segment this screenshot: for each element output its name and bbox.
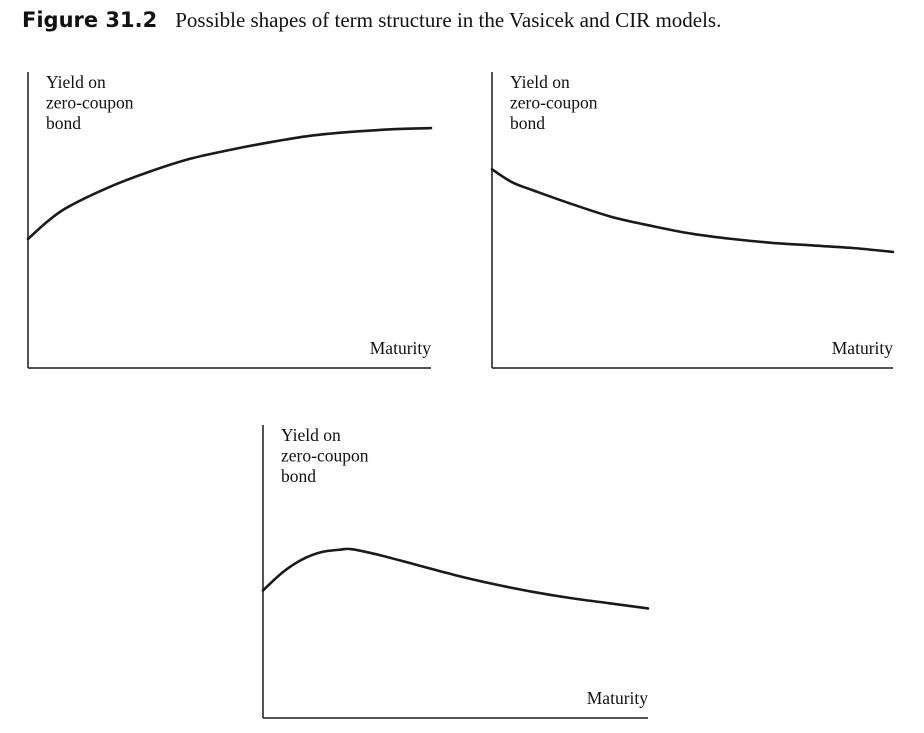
x-axis-label: Maturity	[370, 338, 431, 358]
y-axis-label-line-3: bond	[46, 113, 81, 133]
yield-curve-line	[261, 547, 650, 610]
chart-panel-decreasing: Yield on zero-coupon bond Maturity	[490, 72, 895, 369]
figure-title: Possible shapes of term structure in the…	[175, 8, 722, 32]
y-axis-label-line-3: bond	[281, 466, 316, 486]
yield-curve-line	[26, 126, 433, 241]
y-axis-label-line-1: Yield on	[510, 72, 570, 92]
x-axis-label: Maturity	[832, 338, 893, 358]
figure-label: Figure 31.2	[22, 8, 158, 32]
y-axis-label-line-3: bond	[510, 113, 545, 133]
figure-caption: Figure 31.2 Possible shapes of term struc…	[22, 8, 721, 33]
x-axis-label: Maturity	[587, 688, 648, 708]
y-axis-label-line-1: Yield on	[281, 425, 341, 445]
yield-curve-line	[490, 168, 895, 254]
y-axis-label-line-2: zero-coupon	[510, 93, 598, 113]
y-axis-label-line-1: Yield on	[46, 72, 106, 92]
y-axis-label-line-2: zero-coupon	[281, 446, 369, 466]
y-axis-label-line-2: zero-coupon	[46, 93, 134, 113]
chart-panel-increasing: Yield on zero-coupon bond Maturity	[26, 72, 433, 369]
chart-panel-humped: Yield on zero-coupon bond Maturity	[261, 425, 650, 719]
